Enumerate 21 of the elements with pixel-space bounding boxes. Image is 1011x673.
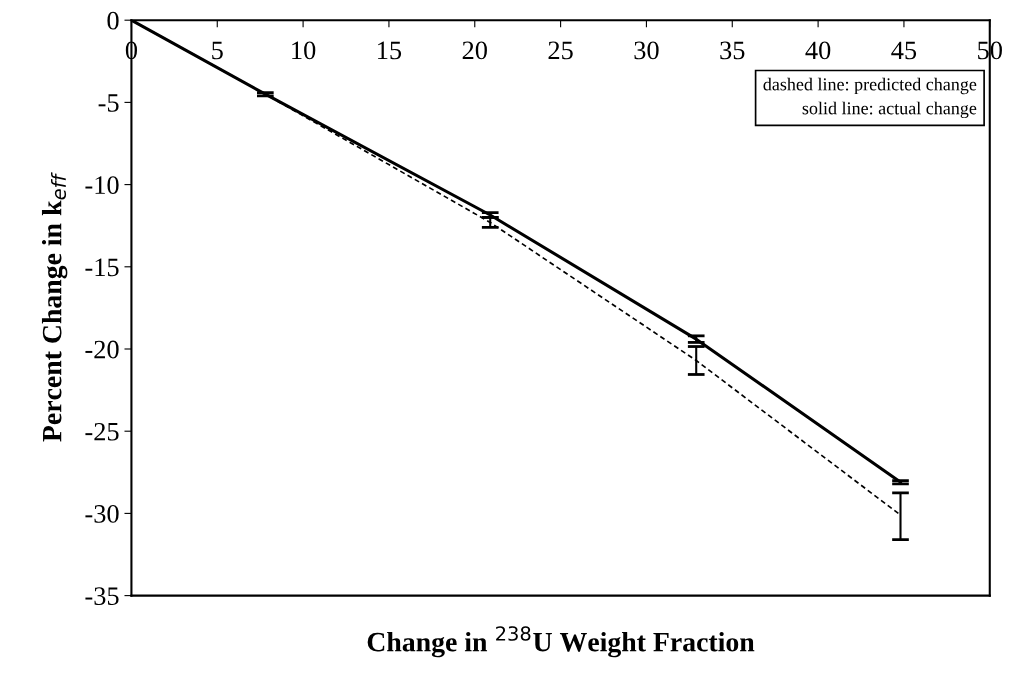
x-tick-label: 10 bbox=[292, 41, 316, 60]
y-axis-title: Percent Change in k$_{eff}$ bbox=[41, 172, 68, 442]
y-tick-label: -15 bbox=[85, 258, 119, 277]
y-tick-label: -35 bbox=[85, 587, 119, 606]
x-tick-label: 5 bbox=[212, 41, 223, 60]
y-tick-label: 0 bbox=[107, 11, 119, 30]
annotation: solid line: actual change bbox=[802, 101, 977, 119]
annotation: dashed line: predicted change bbox=[763, 77, 977, 95]
x-axis-title: Change in $^{238}$U Weight Fraction bbox=[367, 626, 755, 658]
y-tick-label: -20 bbox=[85, 340, 119, 359]
y-tick-label: -5 bbox=[98, 94, 119, 112]
x-tick-label: 20 bbox=[462, 41, 487, 60]
x-tick-label: 15 bbox=[378, 41, 402, 60]
x-tick-label: 40 bbox=[805, 41, 831, 60]
y-tick-label: -30 bbox=[85, 505, 119, 523]
x-tick-label: 45 bbox=[891, 41, 917, 60]
x-tick-label: 25 bbox=[548, 41, 573, 60]
x-tick-label: 30 bbox=[634, 41, 659, 60]
x-tick-label: 35 bbox=[720, 41, 745, 60]
y-tick-label: -10 bbox=[85, 176, 119, 195]
y-tick-label: -25 bbox=[85, 422, 119, 441]
